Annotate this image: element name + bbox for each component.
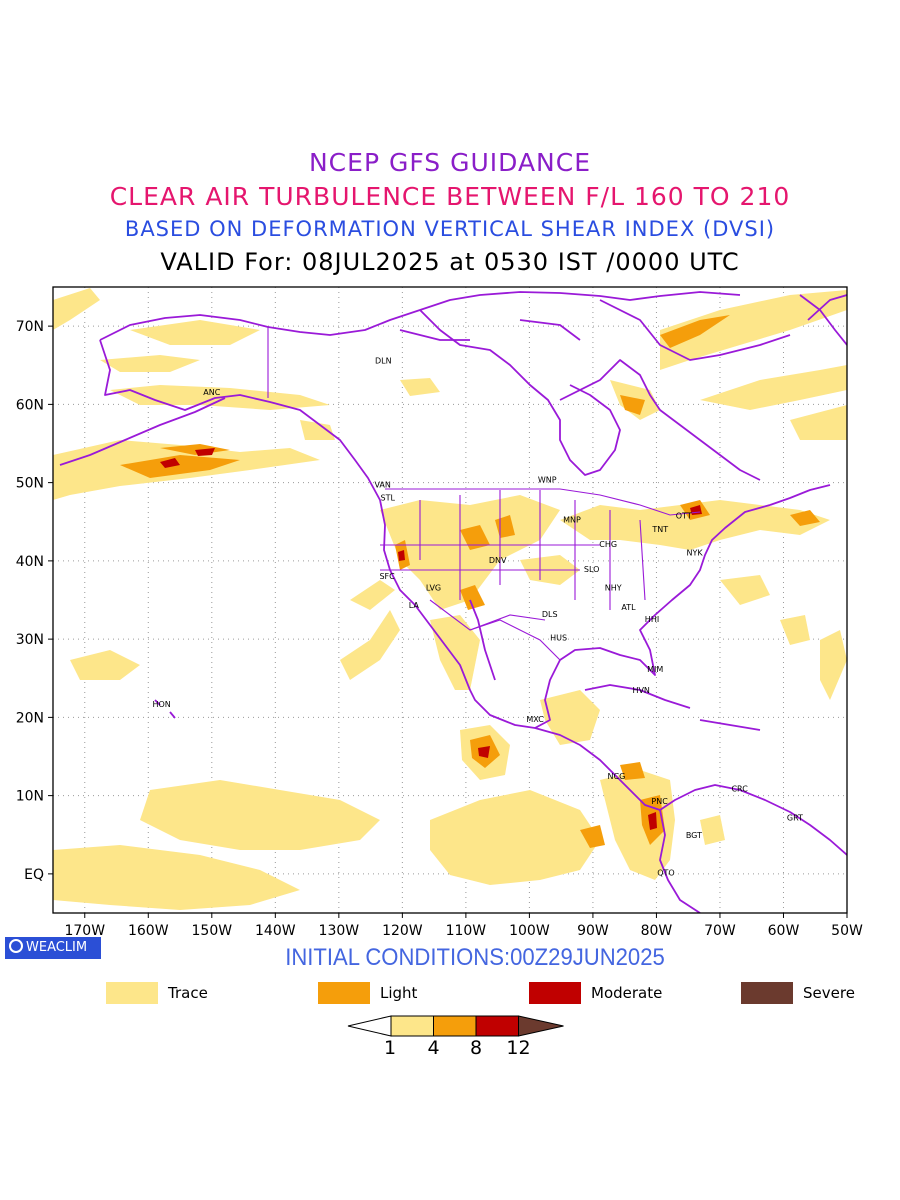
moderate-areas [160, 448, 702, 830]
weaclim-badge: WEACLIM [5, 937, 101, 959]
lon-label-50w: 50W [831, 923, 863, 939]
lat-label-20n: 20N [16, 710, 44, 726]
initial-conditions: INITIAL CONDITIONS:00Z29JUN2025 [285, 944, 665, 971]
colorbar-segment-2 [433, 1015, 477, 1037]
station-la: LA [409, 601, 420, 610]
lat-label-50n: 50N [16, 476, 44, 492]
title-product: CLEAR AIR TURBULENCE BETWEEN F/L 160 TO … [109, 182, 791, 211]
lon-label-160w: 160W [128, 923, 169, 939]
legend-swatch-moderate [529, 982, 581, 1004]
legend-swatch-trace [106, 982, 158, 1004]
colorbar-tick-8: 8 [470, 1037, 482, 1059]
station-tnt: TNT [651, 525, 668, 534]
lat-label-eq: EQ [24, 867, 44, 883]
lat-label-60n: 60N [16, 397, 44, 413]
title-model: NCEP GFS GUIDANCE [308, 148, 591, 177]
station-anc: ANC [203, 388, 220, 397]
legend-label-light: Light [380, 984, 418, 1002]
turbulence-areas [53, 288, 847, 910]
station-hvn: HVN [632, 686, 649, 695]
badge-label: WEACLIM [26, 940, 88, 955]
lon-label-120w: 120W [382, 923, 423, 939]
station-pnc: PNC [651, 797, 668, 806]
station-dls: DLS [542, 610, 558, 619]
legend-swatch-light [318, 982, 370, 1004]
colorbar-tick-12: 12 [506, 1037, 530, 1059]
station-atl: ATL [621, 603, 636, 612]
colorbar-tick-1: 1 [384, 1037, 396, 1059]
coastlines [59, 291, 847, 913]
legend-swatch-severe [741, 982, 793, 1004]
legend-label-trace: Trace [168, 984, 208, 1002]
logo-ring-icon [9, 939, 23, 953]
lon-label-90w: 90W [577, 923, 609, 939]
station-hhi: HHI [645, 615, 659, 624]
station-wnp: WNP [538, 476, 557, 485]
station-mnp: MNP [563, 516, 581, 525]
lon-label-150w: 150W [192, 923, 233, 939]
lon-label-110w: 110W [446, 923, 487, 939]
station-qto: QTO [657, 868, 674, 877]
station-hon: HON [152, 700, 170, 709]
lat-label-70n: 70N [16, 319, 44, 335]
station-dnv: DNV [489, 556, 507, 565]
station-slo: SLO [584, 565, 600, 574]
map-frame [52, 286, 848, 914]
lon-label-60w: 60W [768, 923, 800, 939]
station-ncg: NCG [608, 772, 626, 781]
station-grt: GRT [787, 814, 803, 823]
lat-label-30n: 30N [16, 632, 44, 648]
colorbar-tick-labels: 1 4 8 12 [384, 1037, 531, 1059]
colorbar [347, 1015, 564, 1037]
lon-label-170w: 170W [64, 923, 105, 939]
station-dln: DLN [375, 357, 392, 366]
longitude-labels: 170W 160W 150W 140W 130W 120W 110W 100W 90W 80W 70… [64, 923, 863, 939]
station-hus: HUS [550, 634, 567, 643]
station-van: VAN [374, 480, 390, 489]
lon-label-80w: 80W [641, 923, 673, 939]
station-mim: MIM [647, 665, 663, 674]
axis-ticks [48, 325, 848, 918]
colorbar-segment-1 [390, 1015, 434, 1037]
station-ott: OTT [676, 512, 692, 521]
colorbar-high-arrow [518, 1015, 564, 1037]
lon-label-100w: 100W [509, 923, 550, 939]
station-stl: STL [381, 494, 396, 503]
title-method: BASED ON DEFORMATION VERTICAL SHEAR INDE… [124, 217, 776, 241]
latitude-labels: 70N 60N 50N 40N 30N 20N 10N EQ [16, 319, 44, 883]
lat-label-40n: 40N [16, 554, 44, 570]
station-nhy: NHY [605, 584, 622, 593]
station-mxc: MXC [526, 715, 544, 724]
colorbar-segment-3 [475, 1015, 519, 1037]
political-borders [267, 327, 701, 661]
legend-label-severe: Severe [803, 984, 855, 1002]
legend-label-moderate: Moderate [591, 984, 663, 1002]
lat-label-10n: 10N [16, 789, 44, 805]
colorbar-low-arrow [347, 1015, 392, 1037]
lon-label-130w: 130W [319, 923, 360, 939]
colorbar-tick-4: 4 [427, 1037, 439, 1059]
title-valid-time: VALID For: 08JUL2025 at 0530 IST /0000 U… [160, 248, 740, 276]
lon-label-140w: 140W [255, 923, 296, 939]
station-crc: CRC [731, 785, 748, 794]
station-sfc: SFC [379, 572, 395, 581]
station-labels: ANC DLN VAN STL WNP MNP OTT TNT CHG NYK DNV SFC SLO L… [152, 357, 803, 878]
station-lvg: LVG [426, 584, 441, 593]
lon-label-70w: 70W [704, 923, 736, 939]
station-bgt: BGT [686, 831, 702, 840]
station-chg: CHG [599, 540, 617, 549]
station-nyk: NYK [686, 548, 703, 557]
